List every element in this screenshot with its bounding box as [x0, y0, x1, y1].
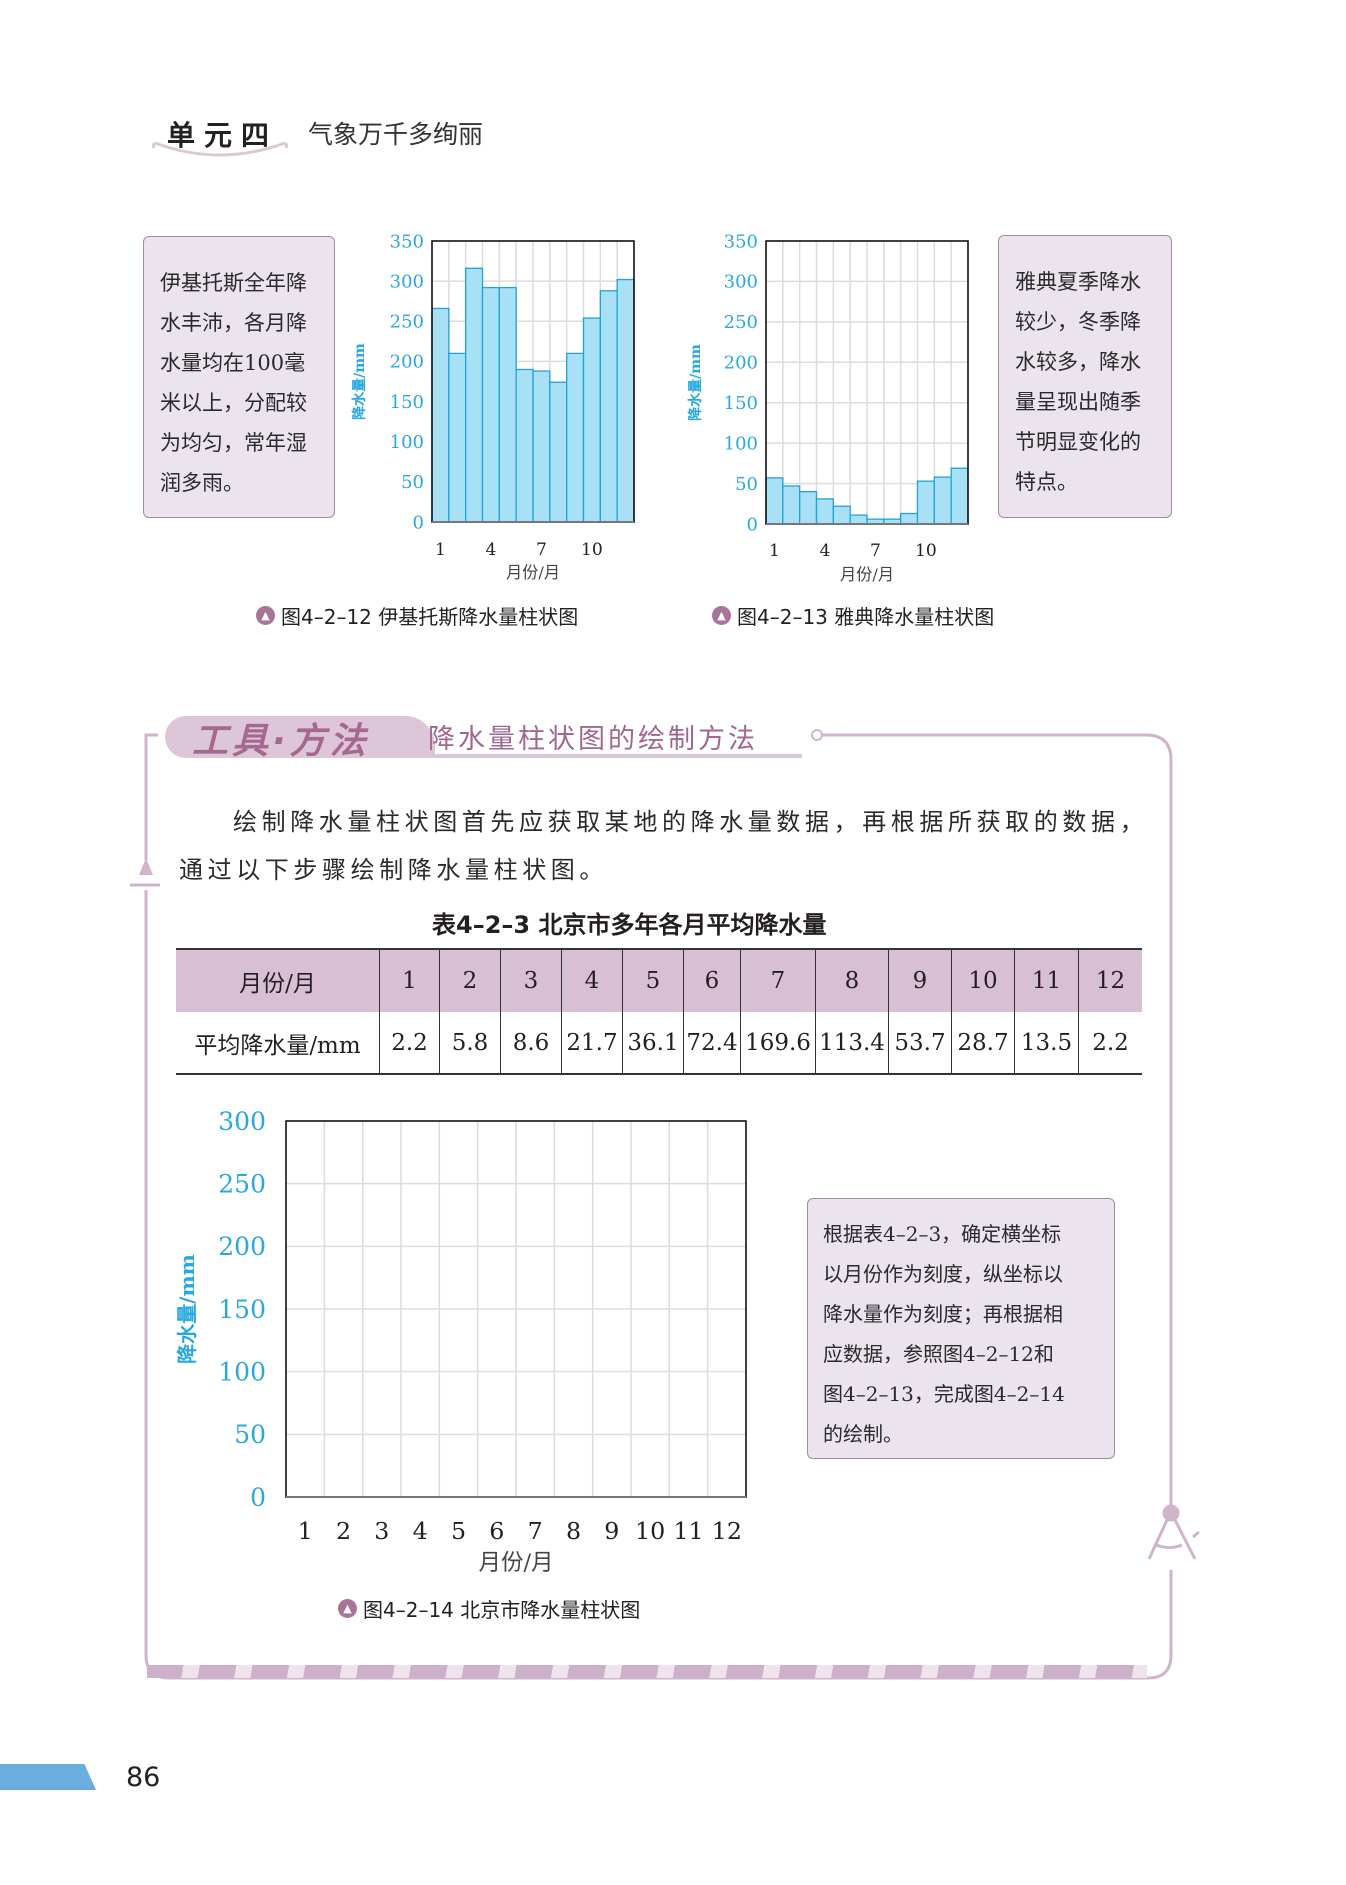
note-line: 以月份作为刻度，纵坐标以	[823, 1262, 1063, 1286]
table-cell: 28.7	[951, 1012, 1015, 1074]
page-number-bar	[0, 1764, 96, 1790]
note-line: 水较多，降水	[1015, 350, 1141, 374]
table-cell: 10	[951, 949, 1015, 1012]
table-cell: 113.4	[815, 1012, 889, 1074]
unit-label: 单元四	[167, 119, 279, 152]
note-line: 伊基托斯全年降	[160, 271, 307, 295]
note-line: 润多雨。	[160, 471, 244, 495]
table-cell: 平均降水量/mm	[194, 1032, 361, 1059]
table-cell: 169.6	[740, 1012, 816, 1074]
tool-subtitle: 降水量柱状图的绘制方法	[428, 724, 758, 755]
note-line: 应数据，参照图4–2–12和	[823, 1342, 1054, 1366]
figure-caption-athens: ▲ 图4–2–13 雅典降水量柱状图	[712, 601, 994, 630]
precipitation-table: 月份/月 1 2 3 4 5 6 7 8 9 10 11 12 平均降水量/mm…	[176, 948, 1142, 1075]
table-cell: 7	[740, 949, 816, 1012]
page-number: 86	[126, 1762, 161, 1793]
table-cell: 月份/月	[176, 949, 380, 1012]
table-title: 表4–2–3 北京市多年各月平均降水量	[432, 911, 827, 939]
title-underline	[420, 754, 802, 758]
table-cell: 2.2	[1078, 1012, 1142, 1074]
table-cell: 6	[683, 949, 741, 1012]
note-line: 为均匀，常年湿	[160, 431, 307, 455]
figure-caption-beijing: ▲ 图4–2–14 北京市降水量柱状图	[338, 1594, 640, 1623]
figure-caption-iquitos: ▲ 图4–2–12 伊基托斯降水量柱状图	[256, 601, 578, 630]
note-line: 节明显变化的	[1015, 430, 1141, 454]
iquitos-note: 伊基托斯全年降 水丰沛，各月降 水量均在100毫 米以上，分配较 为均匀，常年湿…	[143, 236, 335, 518]
caption-text: 图4–2–13 雅典降水量柱状图	[737, 605, 995, 629]
note-line: 根据表4–2–3，确定横坐标	[823, 1222, 1062, 1246]
compass-icon	[1147, 1504, 1200, 1560]
table-cell: 3	[500, 949, 562, 1012]
table-cell: 8	[815, 949, 889, 1012]
caption-text: 图4–2–14 北京市降水量柱状图	[363, 1598, 641, 1622]
table-cell: 36.1	[622, 1012, 684, 1074]
paragraph-line: 绘制降水量柱状图首先应获取某地的降水量数据，再根据所获取的数据，	[233, 808, 1149, 836]
table-cell: 1	[379, 949, 440, 1012]
triangle-up-circle-icon: ▲	[338, 1599, 357, 1618]
table-cell: 8.6	[500, 1012, 562, 1074]
table-cell: 21.7	[561, 1012, 623, 1074]
arrow-up-icon	[139, 858, 153, 875]
note-line: 特点。	[1015, 470, 1078, 494]
drawing-instruction-note: 根据表4–2–3，确定横坐标 以月份作为刻度，纵坐标以 降水量作为刻度；再根据相…	[807, 1198, 1115, 1459]
frame-bottom-strip	[147, 1665, 1147, 1678]
note-line: 图4–2–13，完成图4–2–14	[823, 1382, 1065, 1406]
table-cell: 11	[1014, 949, 1079, 1012]
table-cell: 2.2	[379, 1012, 440, 1074]
table-cell: 12	[1078, 949, 1142, 1012]
table-cell: 4	[561, 949, 623, 1012]
tool-title: 工具·方法	[192, 721, 370, 762]
note-line: 的绘制。	[823, 1422, 903, 1446]
note-line: 降水量作为刻度；再根据相	[823, 1302, 1063, 1326]
athens-note: 雅典夏季降水 较少，冬季降 水较多，降水 量呈现出随季 节明显变化的 特点。	[998, 235, 1172, 518]
note-line: 米以上，分配较	[160, 391, 307, 415]
table-cell: 5	[622, 949, 684, 1012]
header-swoosh	[152, 142, 288, 157]
table-row: 平均降水量/mm 2.2 5.8 8.6 21.7 36.1 72.4 169.…	[176, 1012, 1142, 1074]
note-line: 较少，冬季降	[1015, 310, 1141, 334]
table-cell: 72.4	[683, 1012, 741, 1074]
caption-text: 图4–2–12 伊基托斯降水量柱状图	[281, 605, 579, 629]
triangle-up-circle-icon: ▲	[256, 606, 275, 625]
unit-title: 气象万千多绚丽	[308, 120, 484, 149]
table-cell: 53.7	[888, 1012, 952, 1074]
paragraph-line: 通过以下步骤绘制降水量柱状图。	[179, 856, 608, 884]
table-cell: 9	[888, 949, 952, 1012]
note-line: 水量均在100毫	[160, 351, 306, 375]
note-line: 雅典夏季降水	[1015, 270, 1141, 294]
note-line: 水丰沛，各月降	[160, 311, 307, 335]
table-header-row: 月份/月 1 2 3 4 5 6 7 8 9 10 11 12	[176, 949, 1142, 1012]
note-line: 量呈现出随季	[1015, 390, 1141, 414]
table-cell: 5.8	[439, 1012, 501, 1074]
table-cell: 2	[439, 949, 501, 1012]
triangle-up-circle-icon: ▲	[712, 606, 731, 625]
table-cell: 13.5	[1014, 1012, 1079, 1074]
tool-title-pill	[165, 716, 435, 758]
